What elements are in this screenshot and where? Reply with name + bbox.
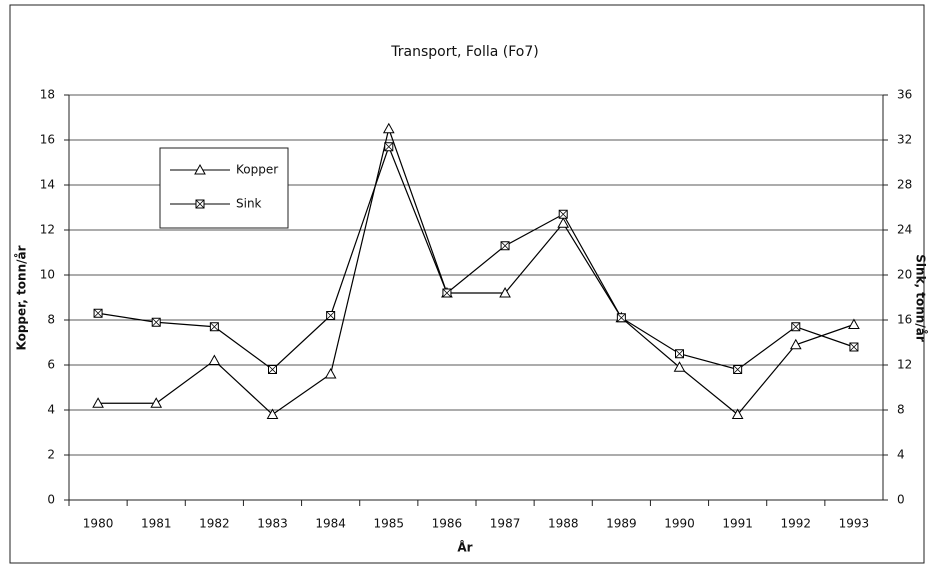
marker-cross [500, 241, 510, 251]
marker-cross [384, 142, 394, 152]
y2-tick-label: 36 [897, 88, 912, 102]
y-tick-label: 12 [40, 223, 55, 237]
marker [499, 286, 511, 298]
marker [616, 313, 626, 323]
marker [733, 365, 743, 374]
marker [791, 322, 801, 332]
marker [673, 361, 686, 372]
y2-tick-label: 28 [897, 178, 912, 192]
marker-cross [558, 209, 568, 219]
marker-cross [93, 308, 103, 318]
marker-cross [733, 365, 742, 374]
marker [849, 342, 859, 352]
y2-tick-label: 32 [897, 133, 912, 147]
marker [384, 142, 394, 152]
marker [151, 317, 161, 327]
chart-title: Transport, Folla (Fo7) [390, 44, 538, 60]
y-tick-label: 18 [40, 88, 55, 102]
x-tick-label: 1989 [606, 517, 637, 531]
x-tick-label: 1991 [722, 517, 753, 531]
x-tick-label: 1987 [490, 517, 521, 531]
marker [93, 308, 103, 318]
y-tick-label: 8 [47, 313, 55, 327]
y-tick-label: 16 [40, 133, 55, 147]
marker-cross [617, 313, 626, 323]
y2-tick-label: 8 [897, 403, 905, 417]
marker [266, 408, 279, 419]
marker [326, 311, 336, 320]
x-axis-title: År [457, 540, 472, 555]
marker-cross [326, 311, 335, 320]
x-tick-label: 1988 [548, 517, 579, 531]
y2-axis-title: Sink, tonn/år [914, 254, 928, 342]
y2-tick-label: 4 [897, 448, 905, 462]
y-tick-label: 2 [47, 448, 55, 462]
y-tick-label: 4 [47, 403, 55, 417]
marker-cross [151, 317, 161, 327]
y-axis-title: Kopper, tonn/år [15, 245, 29, 350]
marker [675, 349, 684, 359]
series-line [98, 126, 855, 416]
y2-tick-label: 16 [897, 313, 912, 327]
marker-cross [195, 199, 205, 209]
marker [382, 122, 395, 134]
marker [150, 397, 163, 408]
marker [324, 367, 337, 379]
x-tick-label: 1983 [257, 517, 288, 531]
y2-tick-label: 0 [897, 493, 905, 507]
x-tick-label: 1982 [199, 517, 230, 531]
y-tick-label: 0 [47, 493, 55, 507]
marker [209, 322, 219, 332]
series-line [97, 145, 855, 371]
x-tick-label: 1985 [374, 517, 405, 531]
y-tick-label: 14 [40, 178, 55, 192]
marker-cross [268, 365, 277, 374]
marker [208, 354, 221, 365]
legend-label: Kopper [236, 163, 278, 177]
marker [442, 288, 452, 298]
y2-tick-label: 20 [897, 268, 912, 282]
y2-tick-label: 12 [897, 358, 912, 372]
x-tick-label: 1993 [839, 517, 870, 531]
y-tick-label: 10 [40, 268, 55, 282]
legend-box [159, 147, 289, 229]
x-tick-label: 1986 [432, 517, 463, 531]
x-tick-label: 1984 [315, 517, 346, 531]
marker [848, 318, 860, 329]
marker-cross [210, 322, 219, 332]
y2-tick-label: 24 [897, 223, 912, 237]
x-tick-label: 1980 [83, 517, 114, 531]
marker [789, 338, 802, 350]
x-tick-label: 1990 [664, 517, 695, 531]
marker [557, 217, 570, 228]
marker-cross [791, 322, 801, 332]
marker [500, 241, 510, 251]
legend-label: Sink [236, 197, 262, 211]
marker-cross [849, 342, 859, 352]
marker [92, 397, 104, 408]
marker [194, 163, 206, 175]
marker-cross [442, 288, 452, 298]
y-tick-label: 6 [47, 358, 55, 372]
marker [731, 408, 744, 419]
frame [9, 4, 925, 564]
marker [195, 199, 205, 209]
marker-cross [675, 349, 684, 359]
x-tick-label: 1992 [781, 517, 812, 531]
marker [268, 365, 277, 374]
x-tick-label: 1981 [141, 517, 172, 531]
marker [558, 209, 568, 219]
